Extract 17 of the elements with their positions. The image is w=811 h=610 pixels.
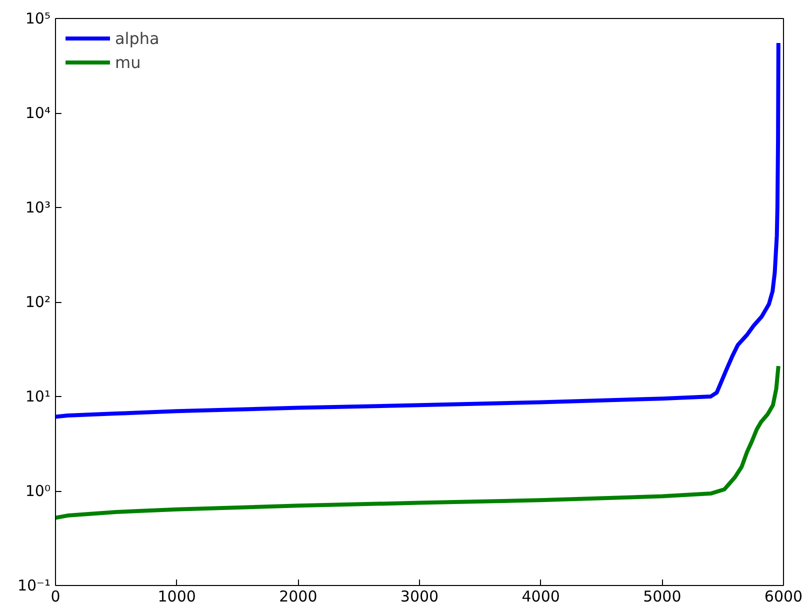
legend-label: mu	[115, 52, 141, 72]
y-tick-label: 10⁴	[25, 104, 51, 122]
x-tick-label: 4000	[522, 588, 560, 606]
x-tick-label: 3000	[400, 588, 439, 606]
y-tick-label: 10⁻¹	[17, 576, 51, 594]
y-tick-label: 10⁵	[25, 10, 51, 28]
legend-label: alpha	[115, 28, 160, 48]
y-tick-label: 10⁰	[25, 482, 51, 500]
x-tick-label: 6000	[764, 588, 803, 606]
x-tick-label: 5000	[643, 588, 682, 606]
x-tick-label: 0	[50, 588, 60, 606]
x-tick-label: 2000	[279, 588, 318, 606]
y-tick-label: 10¹	[25, 388, 51, 406]
y-tick-label: 10³	[25, 198, 51, 216]
x-tick-label: 1000	[158, 588, 196, 606]
y-tick-label: 10²	[25, 293, 51, 311]
line-series	[56, 364, 780, 520]
